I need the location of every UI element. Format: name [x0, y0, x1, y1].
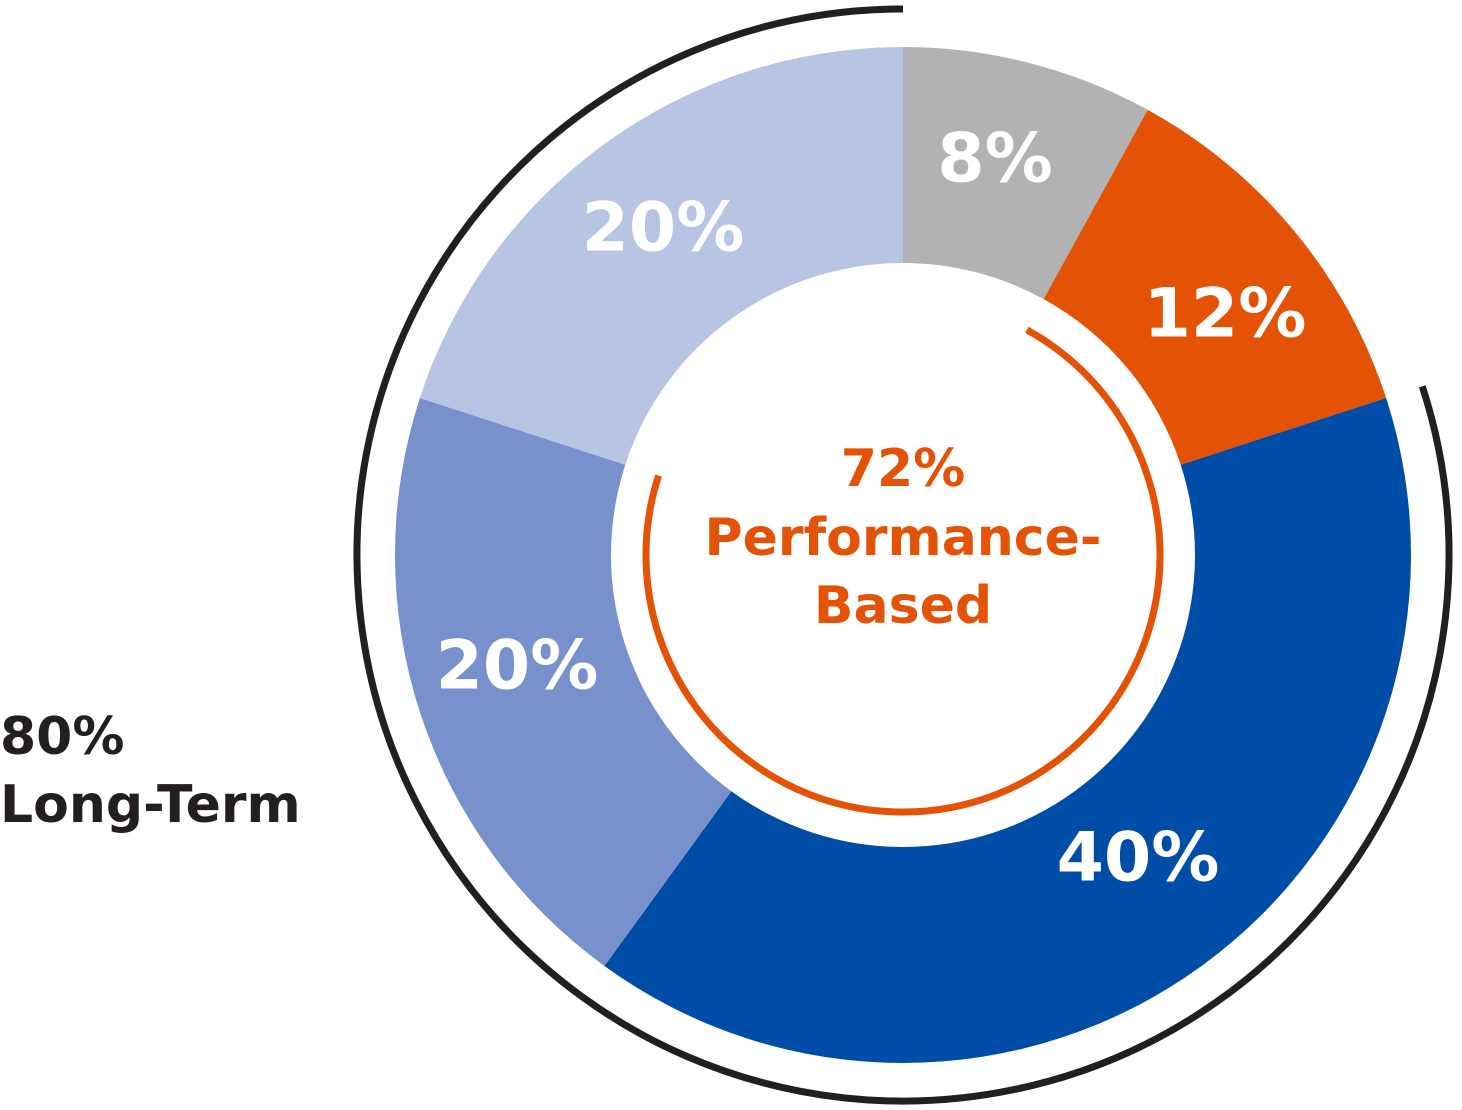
- donut-segment: [1043, 109, 1387, 465]
- side-value: 80%: [0, 707, 124, 767]
- side-label: Long-Term: [0, 775, 301, 835]
- center-label: Performance-: [705, 508, 1102, 568]
- value-label: 12%: [1144, 275, 1307, 354]
- bracket-arc: [642, 326, 1164, 816]
- center-label: Based: [814, 576, 992, 636]
- donut-segment: [903, 47, 1148, 300]
- bracket-arc: [353, 5, 1453, 1105]
- donut-segment: [395, 398, 732, 966]
- value-label: 20%: [436, 627, 599, 706]
- donut-segment: [604, 398, 1411, 1063]
- value-label: 8%: [937, 120, 1052, 199]
- center-value: 72%: [841, 439, 965, 499]
- donut-segment: [419, 47, 903, 465]
- value-label: 40%: [1057, 819, 1220, 898]
- value-label: 20%: [582, 189, 745, 268]
